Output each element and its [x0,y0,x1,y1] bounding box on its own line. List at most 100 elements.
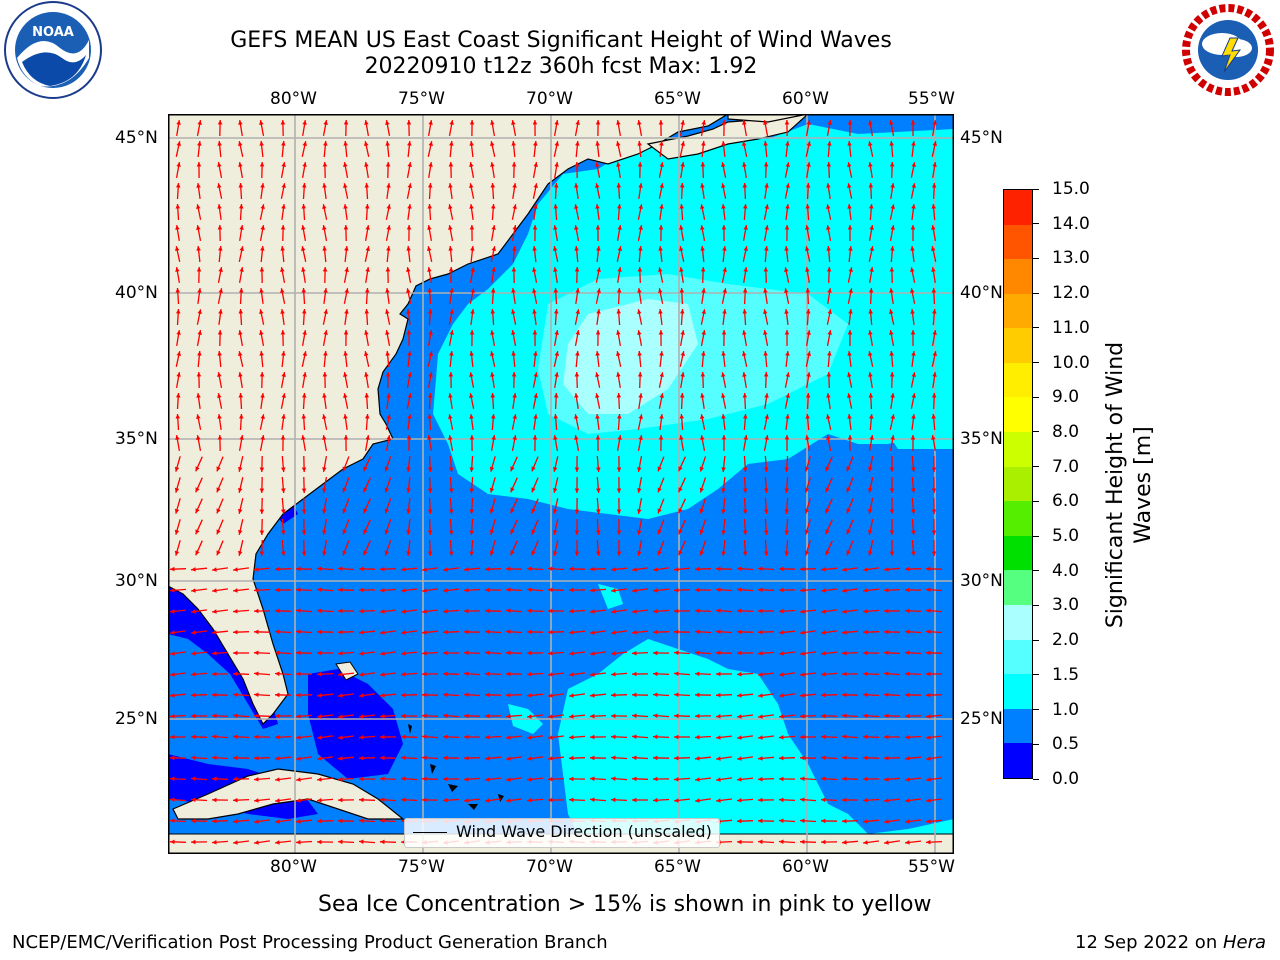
wave-arrow-head [176,162,181,167]
wave-arrow-head [638,435,643,440]
wave-arrow-head [464,798,469,803]
wave-arrow-head [674,777,679,782]
lon-label-top-70w: 70°W [526,89,573,109]
wave-arrow-head [616,183,622,188]
wave-arrow-head [800,713,805,719]
wave-arrow-head [716,650,721,656]
wave-arrow-head [239,204,244,209]
wave-arrow-head [191,818,196,824]
colorbar-tick-label: 12.0 [1052,283,1090,304]
wave-arrow-head [653,567,658,572]
lat-label-left-35n: 35°N [115,429,158,449]
wave-arrow-head [743,204,748,209]
wave-arrow-head [196,162,202,167]
wave-arrow-head [700,183,705,188]
wave-arrow-head [344,309,349,314]
sea-ice-note-text: Sea Ice Concentration > 15% is shown in … [318,892,932,917]
wave-arrow-head [758,839,763,845]
wave-arrow-head [868,372,873,377]
wave-arrow-head [511,351,516,356]
wave-arrow-head [422,692,427,698]
wave-arrow-head [175,414,180,419]
wave-arrow-head [469,330,475,335]
wave-arrow-head [212,713,217,719]
wave-arrow-head [569,672,574,677]
wave-arrow-head [779,672,784,677]
wave-arrow-head [322,267,328,272]
wave-arrow-head [338,776,343,782]
wave-arrow-head [401,609,406,614]
wave-arrow-head [863,588,868,593]
wave-arrow-head [758,672,763,677]
colorbar [1003,189,1033,779]
wave-arrow-head [548,693,553,698]
wave-arrow-head [239,288,244,293]
wave-arrow-head [364,372,369,377]
wave-arrow-head [527,756,532,761]
wave-arrow-head [653,692,658,697]
wave-arrow-head [821,734,826,740]
wave-arrow-head [548,797,553,803]
wave-arrow-head [322,551,327,556]
wave-arrow-head [280,120,286,125]
wave-arrow-head [322,225,327,230]
wave-arrow-head [616,551,622,556]
wave-arrow-head [464,755,469,761]
wave-arrow-head [784,330,790,335]
wave-arrow-head [574,530,580,535]
wave-arrow-head [527,777,532,782]
wave-arrow-head [764,183,769,188]
wave-arrow-head [700,393,705,398]
wave-arrow-head [884,608,889,614]
wave-arrow-head [317,735,322,740]
wave-arrow-head [427,530,433,535]
colorbar-tick-mark [1033,500,1039,502]
wave-arrow-head [175,267,180,272]
wave-arrow-head [763,351,768,356]
wave-arrow-head [764,225,769,230]
wave-arrow-head [758,714,763,719]
wave-arrow-head [548,587,553,593]
wave-arrow-head [554,372,559,377]
wave-arrow-head [611,713,616,719]
wave-arrow-head [359,735,364,740]
wave-arrow-head [260,225,265,230]
wave-arrow-head [763,372,769,377]
wave-arrow-head [779,630,784,635]
wave-arrow-head [863,629,868,635]
wave-arrow-head [863,840,868,845]
wave-arrow-head [259,551,265,556]
wave-arrow-head [763,141,768,146]
wave-arrow-head [342,487,347,493]
wave-arrow-head [868,509,873,514]
wave-arrow-head [406,225,412,230]
wave-arrow-head [700,414,705,419]
wave-arrow-head [191,776,196,781]
wave-arrow-head [407,204,412,209]
wave-arrow-head [427,393,433,398]
wave-arrow-head [443,671,448,677]
wave-arrow-head [275,734,280,740]
wave-arrow-head [575,288,580,293]
wave-arrow-head [406,435,412,440]
wave-arrow-head [548,608,553,614]
wave-arrow-head [317,587,322,592]
wave-arrow-head [553,183,559,188]
wave-arrow-head [489,466,495,472]
wave-arrow-head [386,204,391,209]
wave-arrow-head [884,819,889,824]
wave-arrow-head [233,629,238,635]
wave-arrow-head [359,566,364,572]
wave-arrow-head [176,351,181,356]
wave-arrow-head [785,183,790,188]
wave-arrow-head [233,567,238,572]
wave-arrow-head [464,587,469,593]
wave-arrow-head [233,671,238,677]
wave-arrow-head [804,508,810,514]
wave-arrow-head [406,288,411,293]
lat-label-right-45n: 45°N [960,128,1003,148]
wave-arrow-head [176,183,181,188]
wave-arrow-head [842,671,847,677]
wave-arrow-head [323,309,328,314]
colorbar-swatch [1004,328,1032,363]
